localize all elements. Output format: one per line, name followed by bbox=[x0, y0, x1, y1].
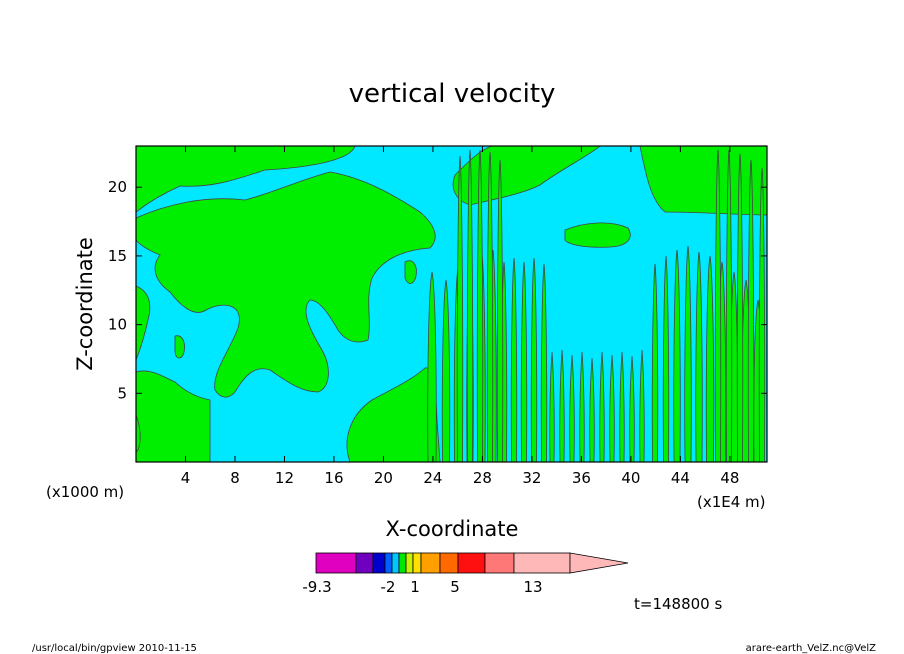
positive-region bbox=[564, 222, 631, 248]
positive-region bbox=[404, 260, 417, 284]
colorbar-swatch bbox=[315, 552, 357, 574]
colorbar-swatch bbox=[391, 552, 400, 574]
positive-column bbox=[705, 255, 715, 462]
positive-column bbox=[736, 153, 744, 462]
positive-column bbox=[540, 263, 548, 462]
y-axis-label: Z-coordinate bbox=[73, 237, 97, 371]
positive-region bbox=[136, 285, 151, 361]
colorbar-tick-label: 1 bbox=[410, 578, 420, 596]
colorbar-swatch bbox=[355, 552, 374, 574]
positive-region bbox=[346, 367, 441, 462]
footer-right: arare-earth_VelZ.nc@VelZ bbox=[746, 643, 877, 654]
positive-column bbox=[639, 349, 645, 462]
y-tick-label: 10 bbox=[108, 316, 127, 334]
x-tick-label: 28 bbox=[473, 469, 492, 487]
colorbar-swatch bbox=[420, 552, 441, 574]
y-axis-ticks: 5 10 15 20 bbox=[108, 178, 767, 402]
colorbar-labels: -9.3 -2 1 5 13 bbox=[302, 578, 542, 596]
colorbar-swatch bbox=[484, 552, 515, 574]
positive-column bbox=[747, 159, 755, 462]
colorbar-tick-label: 5 bbox=[450, 578, 460, 596]
positive-column bbox=[579, 351, 585, 462]
plot-area bbox=[135, 145, 768, 463]
x-axis-ticks: 4 8 12 16 20 24 28 32 36 40 44 48 bbox=[181, 146, 739, 487]
positive-column bbox=[684, 245, 692, 462]
positive-region bbox=[174, 335, 185, 359]
positive-column bbox=[466, 149, 474, 462]
positive-column bbox=[559, 349, 565, 462]
x-tick-label: 32 bbox=[522, 469, 541, 487]
x-tick-label: 44 bbox=[671, 469, 690, 487]
positive-column bbox=[589, 357, 595, 462]
positive-column bbox=[714, 149, 722, 462]
y-tick-label: 15 bbox=[108, 247, 127, 265]
x-tick-label: 24 bbox=[423, 469, 442, 487]
colorbar-swatch bbox=[439, 552, 459, 574]
x-tick-label: 36 bbox=[572, 469, 591, 487]
colorbar-tick-label: -2 bbox=[381, 578, 396, 596]
x-tick-label: 20 bbox=[374, 469, 393, 487]
x-tick-label: 4 bbox=[181, 469, 191, 487]
plot-frame bbox=[135, 145, 768, 463]
positive-column bbox=[441, 279, 451, 462]
colorbar-swatch bbox=[457, 552, 486, 574]
x-tick-label: 12 bbox=[275, 469, 294, 487]
positive-column bbox=[427, 271, 437, 462]
colorbar-swatch bbox=[372, 552, 386, 574]
positive-column bbox=[725, 149, 733, 462]
x-tick-label: 8 bbox=[230, 469, 240, 487]
colorbar-swatch bbox=[398, 552, 407, 574]
chart-title: vertical velocity bbox=[349, 79, 556, 109]
time-annotation: t=148800 s bbox=[634, 595, 722, 613]
colorbar-tick-label: -9.3 bbox=[302, 578, 331, 596]
positive-column bbox=[758, 167, 766, 462]
positive-column bbox=[629, 355, 635, 462]
positive-column bbox=[609, 354, 615, 462]
colorbar-arrow bbox=[569, 552, 629, 574]
positive-column bbox=[520, 261, 528, 462]
positive-column bbox=[496, 159, 504, 462]
footer-left: /usr/local/bin/gpview 2010-11-15 bbox=[32, 643, 197, 654]
positive-region bbox=[136, 146, 356, 213]
y-tick-label: 20 bbox=[108, 178, 127, 196]
positive-column bbox=[569, 354, 575, 462]
x-tick-label: 40 bbox=[621, 469, 640, 487]
x-axis-label: X-coordinate bbox=[386, 517, 519, 541]
colorbar-swatch bbox=[513, 552, 571, 574]
positive-column bbox=[662, 255, 670, 462]
positive-column bbox=[673, 249, 681, 462]
positive-region bbox=[639, 146, 767, 216]
y-tick-label: 5 bbox=[117, 384, 127, 402]
colorbar-swatch bbox=[405, 552, 414, 574]
colorbar bbox=[315, 552, 629, 574]
colorbar-swatch bbox=[412, 552, 422, 574]
positive-region bbox=[136, 370, 211, 462]
positive-column bbox=[599, 351, 605, 462]
colorbar-tick-label: 13 bbox=[523, 578, 542, 596]
positive-velocity-regions bbox=[136, 146, 767, 462]
positive-column bbox=[456, 155, 464, 462]
positive-region bbox=[136, 171, 436, 398]
positive-column bbox=[530, 257, 538, 462]
positive-column bbox=[651, 263, 659, 462]
positive-region bbox=[136, 414, 141, 453]
x-unit-right: (x1E4 m) bbox=[697, 493, 766, 511]
x-tick-label: 16 bbox=[324, 469, 343, 487]
colorbar-swatch bbox=[384, 552, 393, 574]
positive-column bbox=[549, 351, 555, 462]
positive-column bbox=[619, 351, 625, 462]
x-unit-left: (x1000 m) bbox=[46, 483, 124, 501]
positive-column bbox=[486, 151, 494, 462]
positive-column bbox=[476, 149, 484, 462]
positive-column bbox=[695, 251, 703, 462]
x-tick-label: 48 bbox=[720, 469, 739, 487]
positive-column bbox=[510, 257, 518, 462]
